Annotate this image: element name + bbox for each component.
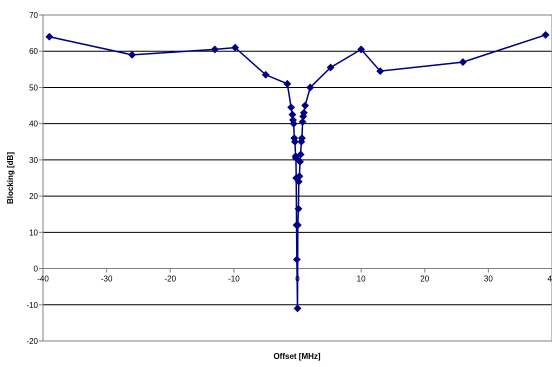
data-point-marker [541,31,550,39]
data-point-marker [45,32,54,41]
x-tick-label: -40 [37,275,49,284]
x-tick-label: 30 [484,275,493,284]
data-point-marker [261,70,270,79]
y-tick-label: -20 [26,337,38,346]
y-tick-label: 50 [29,83,38,92]
y-tick-label: 40 [29,120,38,129]
x-tick-label: -10 [228,275,240,284]
data-point-marker [298,117,307,126]
data-point-marker [326,63,335,72]
series-line [49,34,546,309]
x-tick-label: -20 [164,275,176,284]
y-tick-label: 0 [34,265,39,274]
x-tick-label: 20 [420,275,429,284]
x-tick-label: 40 [548,275,552,284]
data-point-marker [294,177,303,186]
data-point-marker [293,304,302,313]
x-axis-title: Offset [MHz] [273,352,320,361]
data-point-marker [298,134,306,143]
plot-area-border [42,14,552,342]
data-point-marker [231,43,240,52]
data-point-marker [293,221,302,229]
y-tick-label: -10 [26,301,38,310]
data-point-marker [357,45,366,54]
x-tick-label: 10 [357,275,366,284]
data-point-marker [306,83,315,92]
data-point-marker [299,108,308,117]
data-point-marker [295,172,304,181]
y-tick-label: 30 [29,156,38,165]
y-axis-title: Blocking [dB] [6,152,15,204]
data-point-marker [287,103,296,112]
data-point-marker [296,157,304,166]
data-point-marker [210,45,219,54]
y-tick-label: 60 [29,47,38,56]
data-point-marker [289,119,298,128]
y-tick-label: 70 [29,11,38,20]
data-point-marker [292,255,301,264]
data-point-marker [301,101,310,110]
data-point-marker [296,150,305,159]
data-series [45,31,550,313]
data-point-marker [292,154,300,162]
data-point-marker [283,79,292,88]
data-point-marker [376,67,385,76]
y-axis-ticks: -20 -10 0 10 20 30 40 50 60 70 [26,11,43,346]
data-point-marker [291,137,299,146]
data-point-marker [459,58,467,66]
data-point-marker [128,50,136,59]
x-tick-label: -30 [101,275,113,284]
y-tick-label: 10 [29,228,38,237]
x-axis-ticks: -40 -30 -20 -10 0 10 20 30 40 [37,268,552,284]
data-point-marker [294,204,303,213]
y-tick-label: 20 [29,192,38,201]
